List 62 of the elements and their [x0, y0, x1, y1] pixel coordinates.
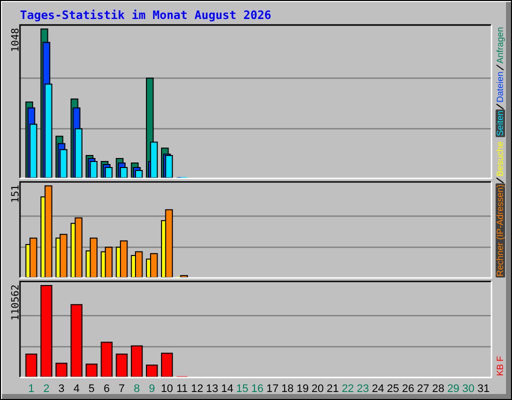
bar — [100, 342, 113, 378]
x-tick-label: 26 — [402, 383, 414, 395]
bar — [70, 304, 82, 378]
annotation: 151 — [10, 184, 22, 203]
bar — [120, 166, 128, 178]
bar — [104, 246, 113, 278]
x-tick-label: 4 — [73, 383, 80, 395]
x-tick-label: 29 — [447, 383, 460, 395]
x-tick-label: 18 — [281, 383, 294, 395]
x-tick-label: 27 — [417, 383, 430, 395]
x-tick-label: 31 — [477, 383, 490, 395]
x-tick-label: 25 — [386, 383, 400, 395]
x-tick-label: 16 — [251, 383, 264, 395]
bar — [86, 364, 98, 378]
x-tick-label: 20 — [312, 383, 324, 395]
x-tick-label: 11 — [176, 383, 188, 395]
legend-label: Dateien — [495, 72, 505, 103]
bar — [90, 161, 98, 178]
annotation: 1048 — [10, 28, 22, 52]
bar — [120, 240, 128, 278]
bar — [116, 354, 128, 378]
bar — [74, 217, 82, 278]
x-tick-label: 3 — [58, 383, 65, 395]
bar — [40, 284, 52, 378]
x-tick-label: 21 — [326, 383, 339, 395]
x-tick-label: 8 — [134, 383, 140, 395]
x-tick-label: 30 — [462, 383, 475, 395]
x-tick-label: 10 — [160, 383, 174, 395]
x-tick-label: 28 — [432, 383, 444, 395]
x-tick-label: 7 — [118, 383, 125, 395]
text: Besuche — [495, 141, 505, 176]
x-tick-label: 6 — [104, 383, 110, 395]
bar — [56, 362, 68, 378]
x-tick-label: 1 — [28, 383, 34, 395]
x-tick-label: 19 — [296, 383, 309, 395]
bar — [146, 364, 158, 378]
x-tick-label: 12 — [190, 383, 204, 395]
bar — [104, 166, 113, 178]
x-tick-label: 13 — [206, 383, 218, 395]
bar — [44, 185, 52, 278]
bar — [30, 238, 38, 278]
bar — [130, 345, 143, 378]
x-tick-label: 9 — [148, 383, 155, 395]
bar — [165, 209, 173, 278]
x-tick-label: 24 — [372, 383, 384, 395]
bar — [150, 253, 158, 278]
x-tick-label: 14 — [221, 383, 234, 395]
x-tick-label: 15 — [236, 383, 248, 395]
x-tick-label: 5 — [88, 383, 95, 395]
text: Anfragen — [495, 26, 505, 64]
bar — [25, 354, 38, 378]
x-tick-label: 17 — [266, 383, 279, 395]
bar — [60, 234, 68, 278]
text: KB F — [495, 355, 505, 376]
bar — [161, 352, 173, 378]
annotation: 110562 — [10, 284, 22, 321]
chart-title: Tages-Statistik im Monat August 2026 — [20, 8, 272, 22]
x-tick-label: 2 — [43, 383, 50, 395]
x-tick-label: 22 — [342, 383, 354, 395]
bar — [135, 251, 143, 278]
bar — [90, 238, 98, 278]
x-tick-label: 23 — [356, 383, 370, 395]
